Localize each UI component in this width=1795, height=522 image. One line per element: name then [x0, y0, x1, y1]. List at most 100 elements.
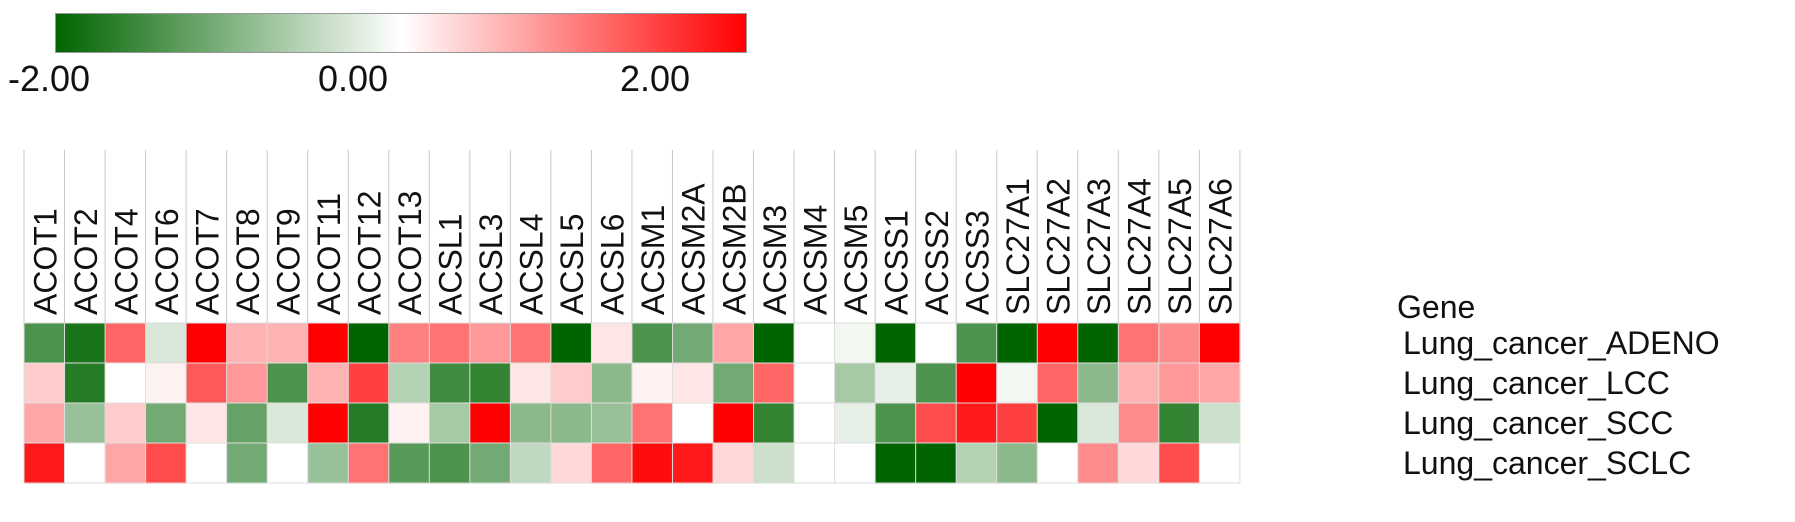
heatmap-cell	[24, 443, 66, 484]
heatmap-cell	[64, 363, 106, 404]
heatmap-cell	[186, 323, 228, 364]
column-label: ACOT11	[311, 193, 347, 315]
row-label: Lung_cancer_SCLC	[1403, 445, 1691, 481]
heatmap-cell	[956, 403, 998, 444]
heatmap-cell	[226, 363, 268, 404]
heatmap-cell	[429, 403, 471, 444]
column-label: SLC27A2	[1041, 178, 1077, 315]
heatmap-cell	[388, 323, 430, 364]
heatmap-cell	[1077, 443, 1119, 484]
column-label: ACOT9	[270, 208, 306, 315]
column-label: ACSM2B	[716, 183, 752, 315]
color-scale-bar	[55, 13, 747, 53]
heatmap-cell	[1199, 363, 1241, 404]
heatmap-cell	[591, 443, 633, 484]
heatmap-cell	[550, 443, 593, 484]
column-label: ACOT7	[189, 208, 225, 315]
heatmap-cell	[348, 363, 390, 404]
heatmap-cell	[226, 323, 268, 364]
heatmap-cell	[1118, 403, 1160, 444]
heatmap-cell	[469, 363, 511, 404]
column-label: ACOT13	[392, 191, 428, 315]
heatmap-cell	[1158, 323, 1200, 364]
column-label: SLC27A6	[1203, 178, 1239, 315]
heatmap-cell	[1077, 403, 1119, 444]
heatmap-cell	[1037, 323, 1079, 364]
heatmap-cell	[105, 403, 147, 444]
heatmap-cell	[186, 403, 228, 444]
heatmap-cell	[307, 403, 349, 444]
heatmap-cell	[713, 323, 755, 364]
heatmap-cell	[672, 443, 714, 484]
heatmap-cell	[834, 443, 876, 484]
heatmap-cell	[186, 443, 228, 484]
column-label: SLC27A5	[1162, 178, 1198, 315]
heatmap-cell	[591, 323, 633, 364]
heatmap-cell	[753, 323, 795, 364]
heatmap-cell	[145, 323, 187, 364]
heatmap-cell	[145, 443, 187, 484]
heatmap-cell	[267, 403, 309, 444]
heatmap-cell	[1158, 363, 1200, 404]
heatmap-cell	[875, 323, 917, 364]
heatmap-cell	[510, 403, 552, 444]
column-label: ACSM5	[838, 205, 874, 315]
heatmap-cell	[388, 403, 430, 444]
column-label: ACOT1	[27, 208, 63, 315]
heatmap-cell	[267, 363, 309, 404]
heatmap-cell	[145, 403, 187, 444]
heatmap-cell	[510, 323, 552, 364]
heatmap-cell	[1158, 443, 1200, 484]
heatmap-cell	[672, 403, 714, 444]
heatmap-cell	[550, 323, 593, 364]
heatmap-cell	[1199, 403, 1241, 444]
heatmap-cell	[550, 363, 593, 404]
heatmap-cell	[996, 323, 1038, 364]
column-label: ACSS1	[878, 210, 914, 315]
column-label: ACSS3	[959, 210, 995, 315]
heatmap-cell	[753, 403, 795, 444]
heatmap-cell	[591, 403, 633, 444]
heatmap-cell	[915, 323, 957, 364]
heatmap-cell	[713, 403, 755, 444]
heatmap-cell	[105, 363, 147, 404]
heatmap-cell	[996, 363, 1038, 404]
column-label: ACSL4	[514, 214, 550, 315]
heatmap-cell	[915, 363, 957, 404]
heatmap-cell	[429, 363, 471, 404]
heatmap-cell	[631, 363, 674, 404]
heatmap-cell	[956, 363, 998, 404]
heatmap-cell	[956, 323, 998, 364]
heatmap-cell	[875, 363, 917, 404]
column-label: SLC27A1	[1000, 178, 1036, 315]
heatmap-cell	[267, 323, 309, 364]
heatmap-cell	[672, 323, 714, 364]
heatmap-cell	[591, 363, 633, 404]
heatmap-cell	[1037, 403, 1079, 444]
column-axis-label: Gene	[1397, 289, 1475, 325]
row-label: Lung_cancer_SCC	[1403, 405, 1673, 441]
column-label: ACOT2	[68, 208, 104, 315]
column-label: ACSS2	[919, 210, 955, 315]
heatmap-cell	[996, 403, 1038, 444]
heatmap-cell	[24, 403, 66, 444]
heatmap-cell	[1077, 323, 1119, 364]
heatmap-cell	[145, 363, 187, 404]
heatmap-cell	[875, 403, 917, 444]
heatmap-cell	[469, 443, 511, 484]
column-label: ACOT12	[352, 191, 388, 315]
heatmap-cell	[1118, 443, 1160, 484]
heatmap-cell	[794, 323, 836, 364]
heatmap-cell	[226, 443, 268, 484]
heatmap-cell	[510, 363, 552, 404]
heatmap-cell	[834, 323, 876, 364]
heatmap-cell	[307, 363, 349, 404]
heatmap-cell	[1118, 363, 1160, 404]
heatmap-cell	[1199, 443, 1241, 484]
heatmap-cell	[388, 443, 430, 484]
heatmap-cell	[834, 363, 876, 404]
heatmap-cell	[348, 443, 390, 484]
heatmap-cell	[348, 323, 390, 364]
heatmap-cell	[469, 403, 511, 444]
